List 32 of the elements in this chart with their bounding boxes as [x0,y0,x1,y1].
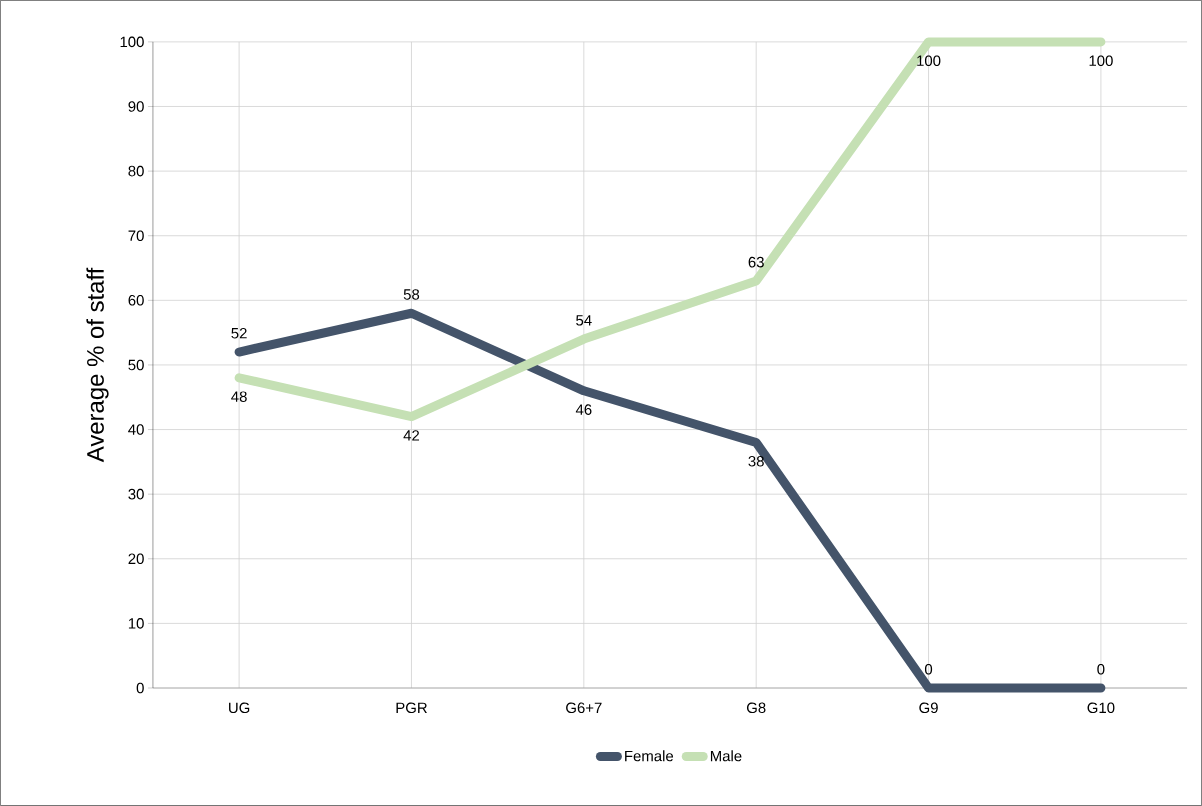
data-label: 54 [576,315,592,326]
x-tick-label: UG [229,702,250,714]
y-tick-label: 40 [128,424,144,435]
x-tick-label: G8 [746,702,766,714]
data-label: 63 [748,256,764,268]
legend-label: Female [625,750,674,762]
y-tick-label: 0 [136,682,144,694]
legend-label: Male [710,750,742,762]
data-label: 100 [1089,55,1113,67]
data-label: 100 [917,55,941,67]
y-tick-label: 90 [128,101,144,112]
data-label: 38 [748,456,764,467]
y-tick-label: 100 [120,36,144,48]
x-tick-label: PGR [396,702,427,714]
y-tick-label: 30 [128,488,144,500]
y-tick-label: 20 [128,553,144,565]
x-tick-label: G9 [919,702,938,714]
x-tick-label: G10 [1087,702,1115,714]
y-tick-label: 80 [128,165,144,177]
data-label: 46 [575,404,592,415]
data-label: 0 [924,663,933,675]
data-label: 48 [231,391,247,402]
x-tick-label: G6+7 [566,702,602,714]
data-label: 0 [1097,663,1105,675]
data-label: 52 [231,327,247,339]
y-tick-label: 50 [128,359,144,371]
y-axis-title: Average % of staff [86,267,109,463]
data-label: 58 [403,289,420,300]
y-tick-label: 10 [128,618,144,629]
y-tick-label: 70 [128,230,144,242]
data-label: 42 [403,430,420,441]
y-tick-label: 60 [128,295,144,306]
